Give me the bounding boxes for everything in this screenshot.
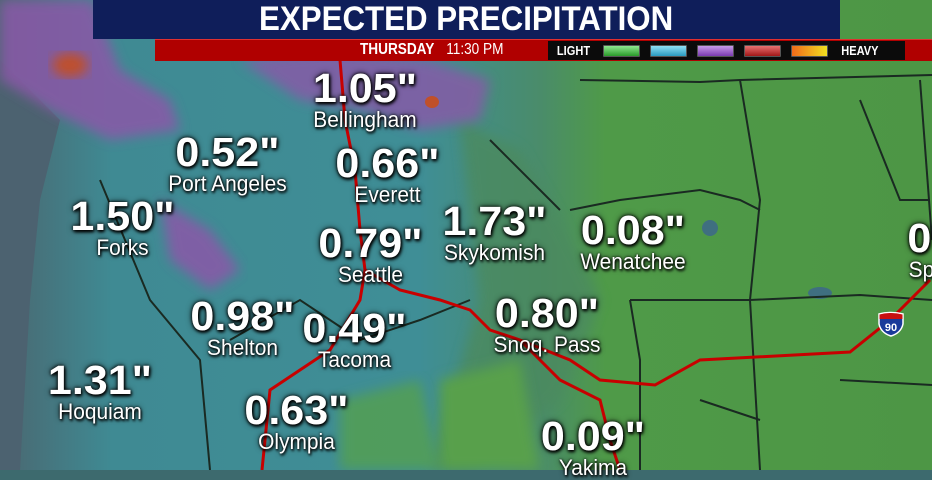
- precip-value: 0.09": [540, 413, 646, 459]
- location-port-angeles: 0.52" Port Angeles: [150, 132, 305, 196]
- city-name: Skykomish: [443, 240, 546, 265]
- location-olympia: 0.63" Olympia: [234, 390, 359, 454]
- precip-value: 0.63": [244, 387, 349, 433]
- time-label: 11:30 PM: [446, 41, 504, 58]
- legend-swatch-purple: [697, 44, 734, 57]
- location-yakima: 0.09" Yakima: [528, 416, 658, 480]
- interstate-90-shield-icon: 90: [878, 311, 904, 337]
- city-name: Sp: [908, 257, 932, 282]
- precip-value: 0.49": [302, 305, 407, 351]
- precip-value: 0.98": [190, 293, 295, 339]
- precip-value: 0.79": [318, 220, 423, 266]
- location-tacoma: 0.49" Tacoma: [292, 308, 417, 372]
- county-borders: [99, 74, 932, 470]
- highways: [260, 59, 932, 470]
- precip-legend: LIGHT HEAVY: [548, 41, 905, 60]
- location-everett: 0.66" Everett: [325, 143, 450, 207]
- precip-value: 0.66": [335, 140, 440, 186]
- day-label: THURSDAY: [360, 41, 435, 58]
- city-name: Yakima: [558, 455, 628, 480]
- legend-swatch-blue: [650, 44, 687, 57]
- location-forks: 1.50" Forks: [60, 196, 185, 260]
- location-spokane: 0 Sp: [907, 215, 932, 282]
- page-title: EXPECTED PRECIPITATION: [259, 0, 674, 38]
- city-name: Bellingham: [313, 107, 417, 132]
- location-bellingham: 1.05" Bellingham: [300, 68, 430, 132]
- location-skykomish: 1.73" Skykomish: [432, 201, 557, 265]
- city-name: Everett: [354, 182, 421, 207]
- location-shelton: 0.98" Shelton: [180, 296, 305, 360]
- info-bar: THURSDAY 11:30 PM LIGHT HEAVY: [155, 39, 932, 61]
- location-snoqualmie-pass: 0.80" Snoq. Pass: [482, 293, 612, 357]
- city-name: Seattle: [337, 262, 404, 287]
- ocean: [0, 60, 60, 470]
- city-name: Olympia: [258, 429, 335, 454]
- legend-swatch-red: [744, 44, 781, 57]
- legend-swatch-orange: [791, 44, 828, 57]
- legend-swatch-green: [603, 44, 640, 57]
- legend-light-label: LIGHT: [556, 43, 591, 58]
- svg-text:90: 90: [885, 322, 897, 334]
- precip-value: 1.31": [47, 357, 153, 403]
- precip-value: 1.05": [312, 65, 418, 111]
- location-hoquiam: 1.31" Hoquiam: [40, 360, 160, 424]
- city-name: Hoquiam: [58, 399, 142, 424]
- title-banner: EXPECTED PRECIPITATION: [93, 0, 840, 39]
- legend-heavy-label: HEAVY: [841, 43, 879, 58]
- city-name: Tacoma: [317, 347, 392, 372]
- location-wenatchee: 0.08" Wenatchee: [568, 210, 698, 274]
- precipitation-map: [0, 0, 932, 470]
- precip-value: 0.80": [494, 290, 600, 336]
- city-name: Port Angeles: [168, 171, 287, 196]
- heavy-precip-area: [0, 0, 180, 140]
- city-name: Wenatchee: [580, 249, 686, 274]
- city-name: Forks: [96, 235, 149, 260]
- location-seattle: 0.79" Seattle: [308, 223, 433, 287]
- precip-value: 0.08": [580, 207, 686, 253]
- precip-value: 0: [907, 215, 932, 261]
- city-name: Snoq. Pass: [493, 332, 601, 357]
- precip-value: 0.52": [175, 129, 280, 175]
- forecast-time: THURSDAY 11:30 PM: [360, 41, 503, 59]
- precip-value: 1.73": [442, 198, 547, 244]
- precip-value: 1.50": [70, 193, 175, 239]
- city-name: Shelton: [207, 335, 278, 360]
